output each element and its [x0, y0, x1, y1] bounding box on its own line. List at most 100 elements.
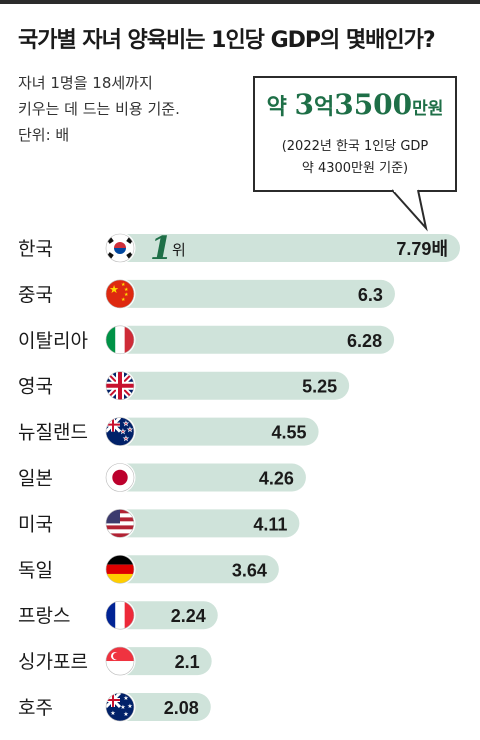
germany-flag-icon	[104, 553, 136, 585]
flag-star: ★	[110, 710, 115, 717]
rank-number: 1	[150, 229, 172, 267]
country-label: 미국	[18, 513, 53, 535]
flag-star: ★	[123, 421, 128, 428]
value-label: 6.28	[347, 331, 382, 351]
flag-stripe	[106, 533, 134, 538]
flag-outline	[105, 279, 135, 309]
flag-small-star: ★	[121, 297, 126, 303]
italy-flag-icon	[104, 324, 136, 356]
subtitle-line: 키우는 데 드는 비용 기준.	[18, 100, 180, 118]
flag-outline	[105, 233, 135, 263]
flag-union-cross-red	[106, 417, 120, 432]
country-label: 독일	[18, 559, 53, 581]
flag-small-star: ★	[124, 292, 129, 298]
country-label: 호주	[18, 698, 53, 719]
country-label: 프랑스	[18, 605, 70, 627]
flag-taeguk-red	[114, 242, 126, 248]
callout-amount: 약 3억3500만원	[255, 88, 455, 121]
flag-body	[106, 463, 134, 492]
flag-body	[106, 509, 134, 538]
china-flag-icon: ★ ★★★★	[104, 278, 136, 310]
flag-star: ★	[127, 703, 132, 710]
flag-body	[106, 371, 134, 400]
flag-cross-red	[106, 371, 134, 400]
value-label: 6.3	[358, 285, 383, 305]
bar-row: 미국 4.11	[18, 507, 300, 539]
bar	[120, 234, 460, 262]
bar-row: 싱가포르 2.1	[18, 645, 212, 677]
flag-body: ★★★★★	[106, 279, 134, 308]
france-flag-icon	[104, 599, 136, 631]
flag-outline	[105, 371, 135, 401]
flag-outline	[105, 509, 135, 538]
callout-unit2: 만원	[412, 99, 444, 119]
chart-title: 국가별 자녀 양육비는 1인당 GDP의 몇배인가?	[18, 28, 436, 53]
flag-outline	[105, 554, 135, 584]
flag-outline	[105, 692, 135, 722]
bar	[120, 555, 279, 584]
flag-star: ★	[123, 695, 128, 702]
flag-star: ★	[120, 429, 125, 436]
flag-body	[106, 325, 134, 354]
bar-row: 프랑스 2.24	[18, 599, 218, 631]
callout-num2: 3500	[334, 88, 413, 121]
country-label: 영국	[18, 376, 53, 398]
flag-stripe	[106, 325, 116, 354]
flag-field	[106, 279, 134, 308]
bar-row: 독일 3.64	[18, 553, 279, 585]
bar	[120, 279, 395, 308]
bar	[120, 417, 319, 446]
flag-stripe	[106, 564, 134, 574]
flag-stripe	[106, 529, 134, 534]
bar-row: 중국 ★ ★★★★ 6.3	[18, 278, 395, 310]
callout-unit1: 억	[313, 95, 335, 120]
flag-outline	[105, 600, 135, 630]
chart-subtitle: 자녀 1명을 18세까지 키우는 데 드는 비용 기준. 단위: 배	[18, 70, 258, 148]
korea-flag-icon	[104, 232, 136, 264]
flag-stripe	[106, 661, 134, 676]
country-label: 중국	[18, 285, 53, 306]
flag-stripe	[115, 325, 125, 354]
flag-body	[106, 555, 134, 584]
flag-stripe	[106, 573, 134, 584]
flag-outline	[105, 417, 135, 446]
flag-taeguk-blue	[114, 248, 126, 254]
flag-star: ★	[123, 711, 128, 718]
flag-stripe	[106, 525, 134, 530]
subtitle-line: 단위: 배	[18, 126, 70, 144]
callout-pointer-shape	[391, 189, 428, 232]
uk-flag-icon	[104, 370, 136, 402]
country-label: 뉴질랜드	[18, 422, 88, 444]
flag-union-cross-red	[106, 693, 120, 707]
flag-body: ★★★★★	[106, 693, 134, 721]
flag-outline	[105, 463, 135, 492]
usa-flag-icon	[104, 507, 136, 539]
rank-suffix: 위	[172, 242, 186, 259]
country-label: 싱가포르	[18, 651, 88, 673]
flag-outline	[105, 646, 135, 676]
value-label: 5.25	[302, 377, 337, 397]
australia-flag-icon: ★★★★★	[104, 691, 136, 723]
callout-num1: 3	[294, 88, 314, 121]
value-label: 2.1	[175, 652, 200, 672]
callout-note-line: 약 4300만원 기준)	[301, 161, 409, 176]
callout-prefix: 약	[266, 95, 287, 120]
flag-stripe	[115, 601, 125, 630]
flag-stripe	[124, 601, 134, 630]
flag-stripe	[124, 325, 134, 354]
singapore-flag-icon	[104, 645, 136, 677]
value-label: 4.11	[253, 514, 287, 534]
bar-row: 일본 4.26	[18, 462, 306, 493]
flag-body: ★★★★	[106, 417, 134, 446]
bar-row: 이탈리아 6.28	[18, 324, 395, 356]
bar	[120, 325, 395, 354]
callout-pointer	[391, 189, 428, 232]
flag-body	[106, 601, 134, 630]
value-label: 4.26	[259, 469, 294, 489]
flag-body	[106, 647, 134, 676]
bar-row: 영국 5.25	[18, 370, 350, 402]
flag-star: ★	[109, 283, 119, 296]
bar-row: 한국 7.79배 1 위	[18, 229, 460, 267]
value-label: 4.55	[272, 423, 307, 443]
